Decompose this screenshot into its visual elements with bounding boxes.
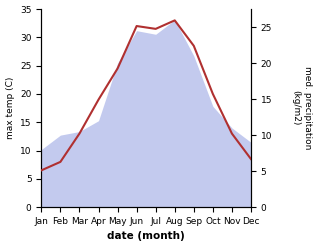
Y-axis label: med. precipitation
(kg/m2): med. precipitation (kg/m2) <box>292 66 313 150</box>
Y-axis label: max temp (C): max temp (C) <box>5 77 15 139</box>
X-axis label: date (month): date (month) <box>107 231 185 242</box>
